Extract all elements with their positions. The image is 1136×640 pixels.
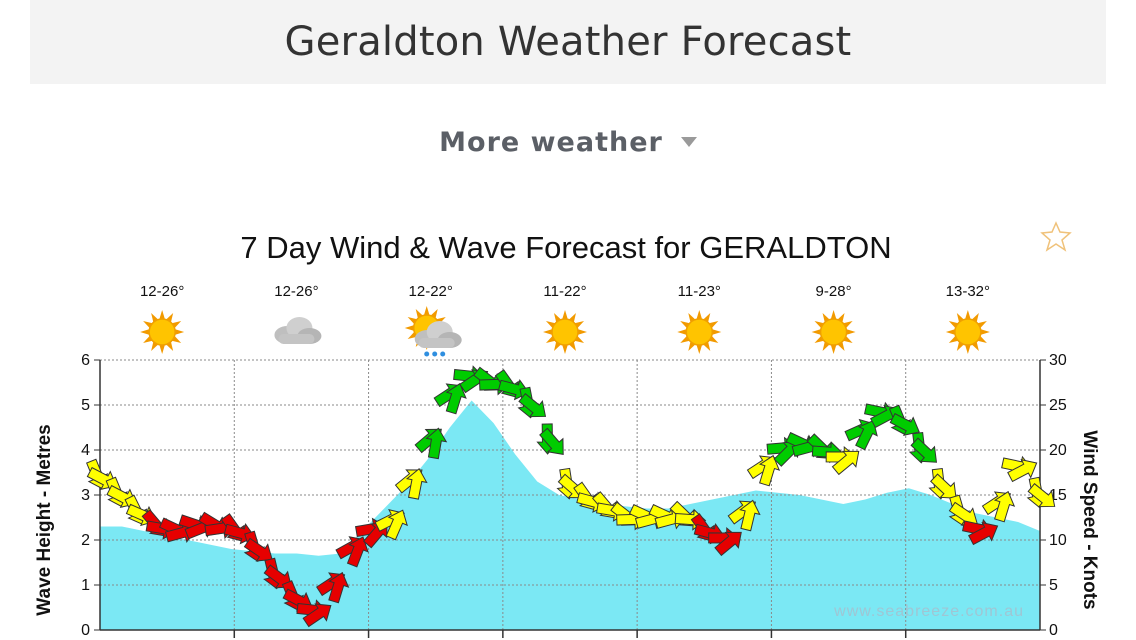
cloud-icon: [274, 317, 322, 344]
left-tick-label: 3: [81, 487, 90, 504]
right-tick-label: 5: [1049, 577, 1058, 594]
day-5: 11-23°: [677, 283, 722, 354]
day-temp-range: 11-22°: [543, 283, 586, 300]
day-temp-range: 12-22°: [409, 283, 453, 300]
wind-arrow: [243, 537, 273, 562]
wind-arrow: [518, 392, 547, 418]
day-3: 12-22°: [404, 283, 462, 357]
wind-arrow: [910, 437, 938, 463]
more-weather-dropdown[interactable]: More weather: [0, 122, 1136, 162]
page-title: Geraldton Weather Forecast: [284, 19, 852, 65]
right-tick-label: 10: [1049, 532, 1067, 549]
day-1: 12-26°: [140, 283, 184, 354]
wind-arrow: [855, 419, 878, 451]
day-temp-range: 11-23°: [678, 283, 721, 300]
wind-arrow: [968, 522, 999, 546]
day-2: 12-26°: [274, 283, 322, 344]
right-tick-label: 0: [1049, 622, 1058, 639]
right-tick-label: 25: [1049, 397, 1067, 414]
chevron-down-icon: [680, 137, 697, 147]
day-4: 11-22°: [543, 283, 587, 354]
wind-arrow: [425, 427, 448, 460]
wind-arrow: [993, 490, 1016, 523]
sun-icon: [677, 310, 722, 354]
wave-height-area: [100, 400, 1040, 630]
day-temp-range: 9-28°: [816, 283, 852, 300]
wind-arrow: [346, 536, 369, 568]
wind-arrow: [385, 509, 408, 541]
day-temp-range: 12-26°: [140, 283, 184, 300]
wind-arrow: [739, 499, 761, 532]
left-tick-label: 4: [81, 442, 90, 459]
wind-arrow: [405, 467, 428, 500]
day-temp-range: 13-32°: [946, 283, 990, 300]
sun-icon: [543, 310, 587, 354]
wind-arrow: [831, 450, 860, 476]
header-bar: Geraldton Weather Forecast: [30, 0, 1106, 84]
sun-icon: [945, 310, 990, 354]
left-axis-label: Wave Height - Metres: [34, 424, 55, 615]
wind-arrow: [758, 454, 781, 487]
sun-rain-icon: [404, 306, 462, 357]
wind-arrow: [1007, 459, 1038, 483]
more-weather-label: More weather: [439, 126, 663, 158]
left-tick-label: 2: [81, 532, 90, 549]
day-6: 9-28°: [811, 283, 856, 354]
wind-wave-chart: 7 Day Wind & Wave Forecast for GERALDTON…: [34, 221, 1100, 639]
right-axis-label: Wind Speed - Knots: [1079, 430, 1100, 609]
wind-arrow: [328, 571, 350, 604]
sun-icon: [811, 310, 856, 354]
wind-arrow: [1027, 482, 1056, 508]
sun-icon: [140, 310, 185, 354]
day-7: 13-32°: [946, 283, 990, 354]
chart-title: 7 Day Wind & Wave Forecast for GERALDTON: [240, 230, 891, 265]
wind-arrow: [445, 382, 467, 415]
left-tick-label: 0: [81, 622, 90, 639]
left-tick-label: 6: [81, 352, 90, 369]
favourite-star-icon[interactable]: [1040, 221, 1072, 252]
day-temp-range: 12-26°: [274, 283, 318, 300]
right-tick-label: 30: [1049, 352, 1067, 369]
wind-arrow: [889, 412, 920, 436]
watermark: www.seabreeze.com.au: [833, 603, 1024, 620]
left-tick-label: 1: [81, 577, 90, 594]
wind-arrow: [714, 531, 742, 557]
left-tick-label: 5: [81, 397, 90, 414]
daily-forecast-row: 12-26° 12-26° 12-22° 11-22° 11-23° 9-28° 13-32…: [140, 283, 990, 357]
right-tick-label: 20: [1049, 442, 1067, 459]
wind-arrow: [539, 427, 564, 455]
wind-arrow: [930, 473, 957, 499]
wind-arrow: [302, 603, 332, 628]
